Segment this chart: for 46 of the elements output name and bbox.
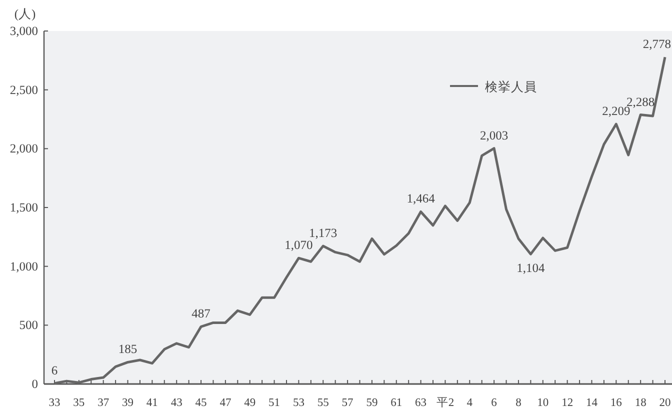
x-tick-label: 8 [516, 397, 522, 409]
data-label: 6 [51, 363, 58, 378]
x-tick-label: 63 [415, 397, 427, 409]
x-tick-label: 47 [220, 397, 232, 409]
x-tick-label: 18 [634, 397, 647, 409]
x-tick-label: 16 [610, 397, 622, 409]
x-tick-label: 49 [244, 397, 256, 409]
x-tick-label: 43 [170, 397, 183, 409]
x-tick-label: 53 [292, 397, 305, 409]
x-tick-label: 平2 [436, 396, 454, 409]
x-tick-label: 10 [537, 397, 549, 409]
y-tick-label: 0 [32, 377, 38, 391]
x-tick-label: 14 [586, 397, 598, 409]
line-series [53, 56, 666, 385]
x-tick-label: 33 [48, 397, 60, 409]
y-tick-label: 1,500 [10, 200, 38, 214]
x-tick-label: 35 [73, 397, 85, 409]
x-tick-label: 61 [390, 397, 402, 409]
x-tick-label: 20 [659, 397, 671, 409]
y-tick-label: 1,000 [10, 259, 38, 274]
data-label: 1,104 [516, 261, 546, 276]
x-tick-label: 51 [268, 397, 280, 409]
x-tick-label: 37 [98, 397, 110, 409]
x-tick-label: 41 [146, 397, 158, 409]
x-tick-label: 12 [562, 397, 574, 409]
x-tick-label: 6 [491, 397, 498, 409]
x-tick-label: 57 [342, 397, 354, 409]
x-tick-label: 55 [317, 397, 330, 409]
y-tick-label: 2,000 [10, 142, 38, 156]
data-label: 1,173 [309, 226, 338, 240]
data-label: 2,003 [480, 128, 508, 142]
x-tick-label: 59 [366, 397, 378, 409]
legend-label: 検挙人員 [485, 79, 537, 94]
data-label: 2,288 [626, 94, 655, 109]
y-tick-label: 2,500 [10, 82, 38, 97]
x-tick-label: 39 [122, 397, 134, 409]
data-label: 2,778 [642, 37, 671, 52]
data-label: 487 [192, 306, 210, 321]
data-label: 185 [118, 342, 138, 356]
y-axis-title: (人) [14, 7, 36, 21]
x-tick-label: 4 [466, 397, 473, 409]
data-label: 1,464 [406, 192, 436, 206]
y-tick-label: 500 [19, 318, 38, 332]
data-label: 1,070 [284, 238, 313, 252]
y-tick-label: 3,000 [10, 24, 38, 38]
x-tick-label: 45 [195, 397, 208, 409]
